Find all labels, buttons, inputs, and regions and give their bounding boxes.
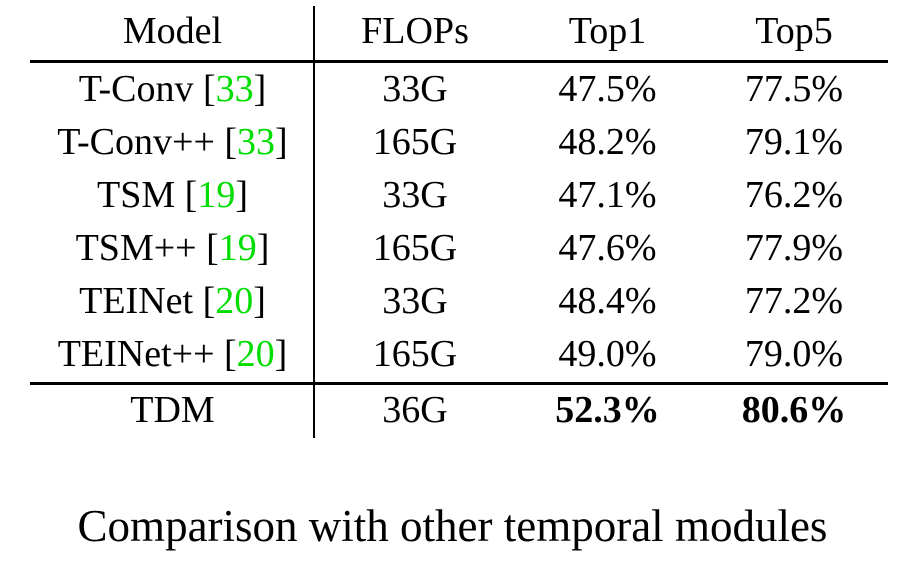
citation-link[interactable]: 20 [215, 280, 254, 322]
model-name: T-Conv++ [57, 121, 215, 163]
table-row: TEINet++ [20] 165G 49.0% 79.0% [30, 327, 888, 382]
final-rule [30, 382, 888, 385]
citation-link[interactable]: 33 [237, 121, 276, 163]
cell-top5: 76.2% [744, 174, 844, 216]
header-flops: FLOPs [361, 10, 469, 52]
cell-top1: 47.5% [558, 68, 657, 110]
header-rule [30, 60, 888, 63]
model-name: T-Conv [78, 68, 194, 110]
citation-link[interactable]: 20 [236, 333, 275, 375]
table-row: TSM [19] 33G 47.1% 76.2% [30, 168, 888, 223]
cell-model: TEINet [20] [79, 280, 266, 322]
cell-model: TSM++ [19] [75, 227, 270, 269]
cell-model: T-Conv++ [33] [57, 121, 288, 163]
citation-link[interactable]: 33 [215, 68, 254, 110]
table-caption: Comparison with other temporal modules [77, 501, 828, 551]
header-model: Model [122, 10, 223, 52]
table-row: TEINet [20] 33G 48.4% 77.2% [30, 274, 888, 329]
model-name: TSM [97, 174, 176, 216]
cell-top5: 77.5% [744, 68, 844, 110]
table-row-final: TDM 36G 52.3% 80.6% [30, 383, 888, 438]
cell-flops: 165G [372, 227, 458, 269]
model-name: TSM++ [75, 227, 197, 269]
cell-top1: 48.2% [558, 121, 657, 163]
cell-model: TSM [19] [97, 174, 248, 216]
citation-link[interactable]: 19 [218, 227, 257, 269]
cell-flops: 33G [382, 174, 448, 216]
cell-top5: 77.9% [744, 227, 844, 269]
header-top1: Top1 [568, 10, 647, 52]
cell-flops: 165G [372, 121, 458, 163]
cell-top1: 49.0% [558, 333, 657, 375]
cell-flops: 165G [372, 333, 458, 375]
cell-flops: 33G [382, 68, 448, 110]
header-top5: Top5 [755, 10, 833, 52]
cell-top1: 48.4% [558, 280, 657, 322]
model-name: TEINet++ [57, 333, 215, 375]
column-separator [313, 6, 315, 438]
table-header-row: Model FLOPs Top1 Top5 [30, 4, 888, 59]
cell-flops: 33G [382, 280, 448, 322]
cell-top5: 79.1% [744, 121, 844, 163]
cell-top1: 47.1% [558, 174, 657, 216]
citation-link[interactable]: 19 [197, 174, 236, 216]
table-row: T-Conv [33] 33G 47.5% 77.5% [30, 62, 888, 117]
table-row: T-Conv++ [33] 165G 48.2% 79.1% [30, 115, 888, 170]
table-row: TSM++ [19] 165G 47.6% 77.9% [30, 221, 888, 276]
cell-model: TEINet++ [20] [57, 333, 288, 375]
cell-model: T-Conv [33] [78, 68, 267, 110]
model-name: TEINet [79, 280, 194, 322]
cell-top5: 79.0% [744, 333, 844, 375]
comparison-table: Model FLOPs Top1 Top5 T-Conv [33] 33G 47.5… [30, 0, 888, 440]
cell-top5: 80.6% [741, 389, 847, 431]
cell-top1: 52.3% [555, 389, 660, 431]
cell-model: TDM [130, 389, 215, 431]
cell-top5: 77.2% [744, 280, 844, 322]
cell-top1: 47.6% [558, 227, 657, 269]
cell-flops: 36G [382, 389, 448, 431]
